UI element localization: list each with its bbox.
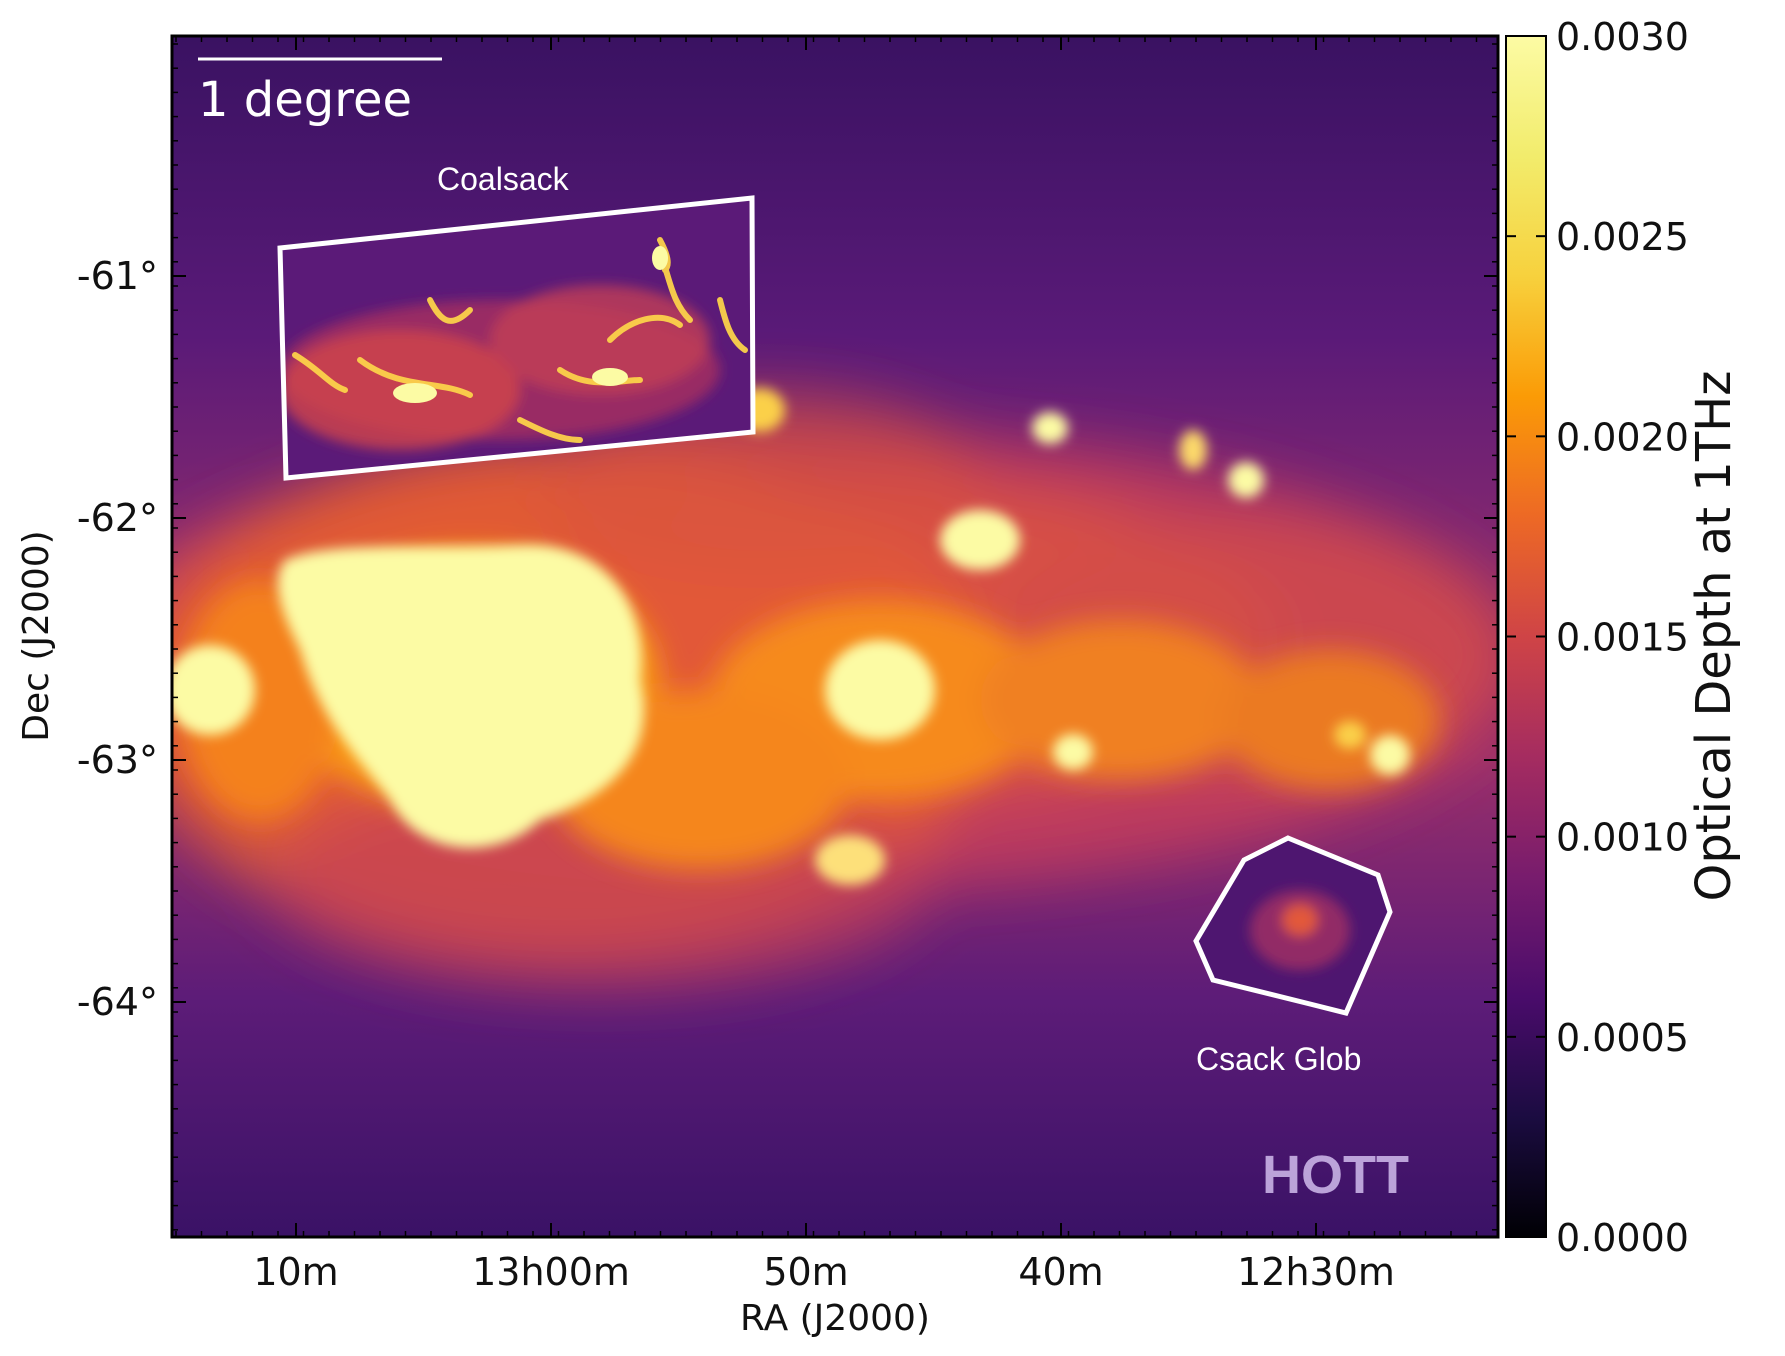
x-axis-title: RA (J2000) [740,1298,930,1339]
coalsack-outline [277,195,756,481]
colorbar-tick-label: 0.0015 [1556,616,1689,660]
hott-watermark: HOTT [1262,1145,1409,1205]
y-tick-label: -61° [77,254,158,298]
colorbar-title: Optical Depth at 1THz [1686,371,1742,902]
colorbar-ticks: 0.0000 0.0005 0.0010 0.0015 0.0020 0.0025 0.00… [1506,15,1689,1260]
colorbar-tick-label: 0.0025 [1556,215,1689,259]
y-axis-ticks: -61° -62° -63° -64° [77,43,1498,1231]
colorbar-tick-label: 0.0010 [1556,816,1689,860]
colorbar-tick-label: 0.0020 [1556,415,1689,459]
y-tick-label: -62° [77,496,158,540]
map-frame [170,34,1500,1239]
colorbar: 0.0000 0.0005 0.0010 0.0015 0.0020 0.0025 0.00… [1505,15,1742,1260]
x-tick-label: 12h30m [1237,1250,1395,1294]
y-tick-label: -64° [77,980,158,1024]
csack-glob-label: Csack Glob [1196,1041,1361,1077]
colorbar-tick-label: 0.0005 [1556,1016,1689,1060]
colorbar-tick-label: 0.0000 [1556,1216,1689,1260]
optical-depth-map [172,36,1498,1237]
x-tick-label: 13h00m [472,1250,630,1294]
coalsack-label: Coalsack [437,161,570,197]
csack-glob-outline [1193,835,1393,1016]
y-axis-title: Dec (J2000) [16,530,57,741]
x-tick-label: 40m [1018,1250,1103,1294]
x-axis-ticks: 10m 13h00m 50m 40m 12h30m [175,36,1478,1294]
x-tick-label: 10m [253,1250,338,1294]
x-tick-label: 50m [763,1250,848,1294]
y-tick-label: -63° [77,738,158,782]
coalsack-inset [280,198,753,478]
saturated-cores [172,388,1410,885]
scale-bar-label: 1 degree [198,72,412,128]
colorbar-tick-label: 0.0030 [1556,15,1689,59]
